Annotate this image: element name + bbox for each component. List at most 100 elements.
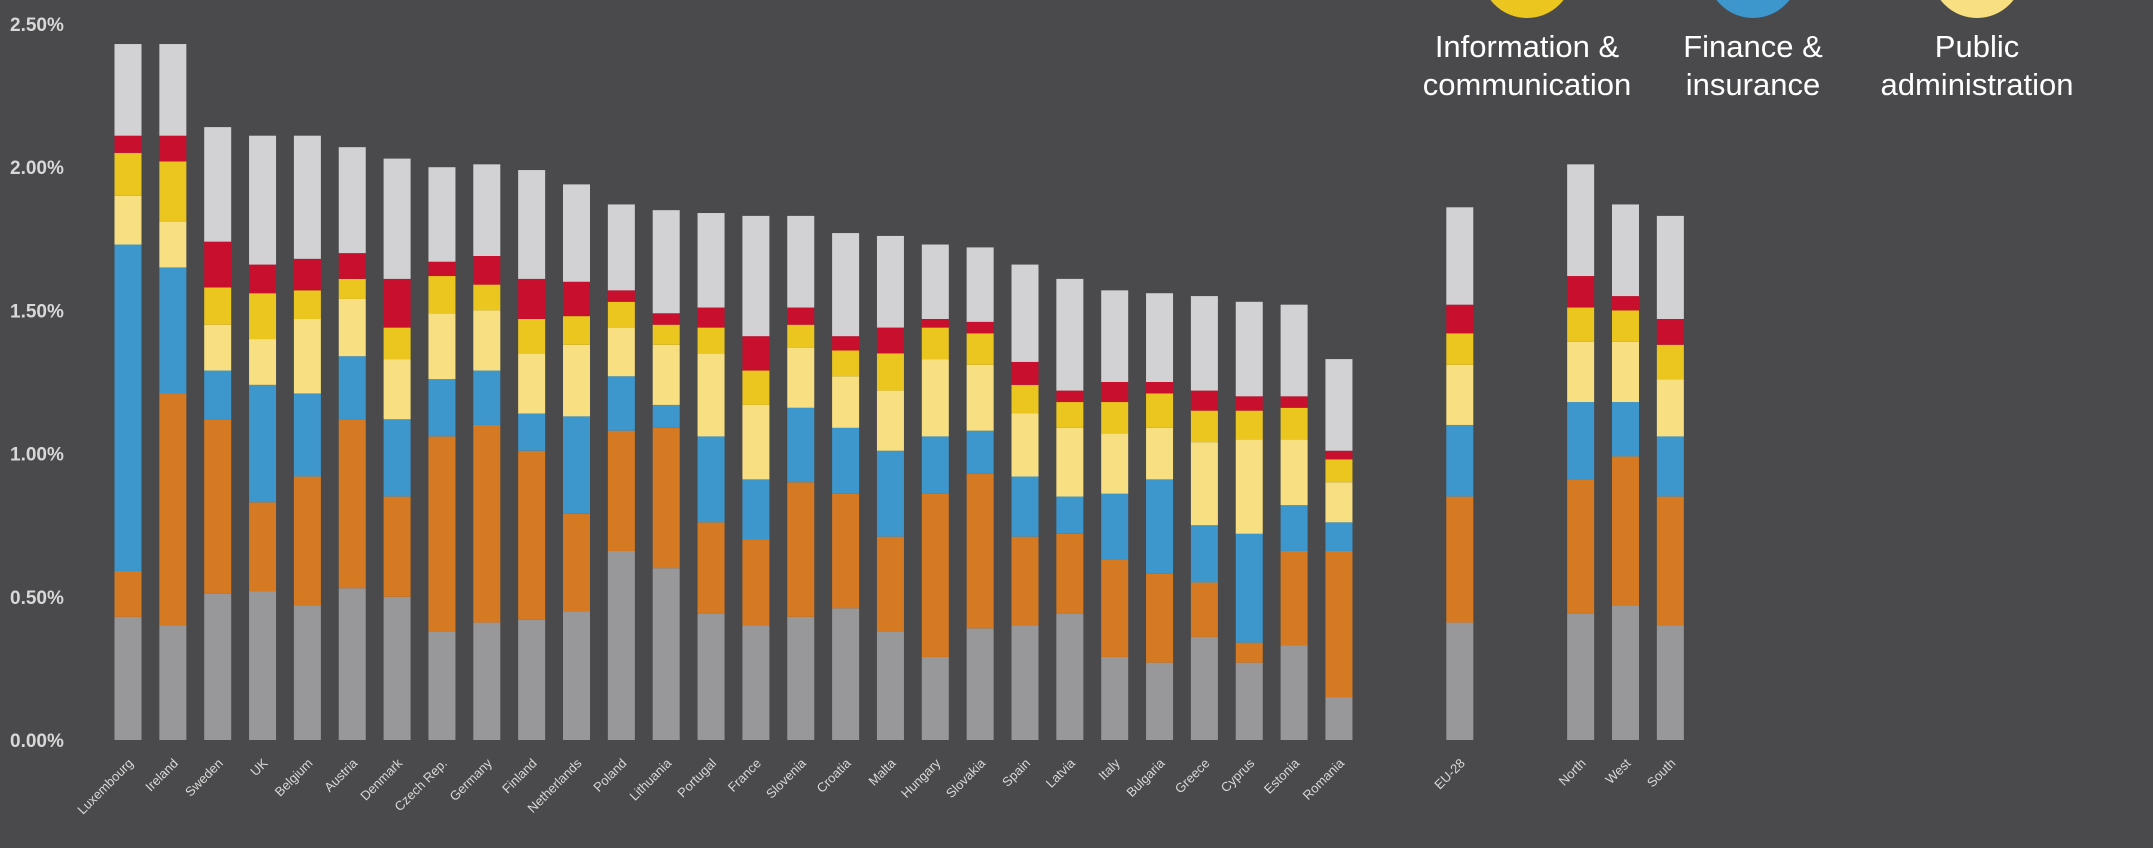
bar-segment	[652, 404, 680, 428]
bar-segment	[383, 496, 411, 597]
bar-segment	[338, 278, 366, 299]
x-tick-label: Belgium	[272, 756, 316, 800]
x-tick-label: UK	[247, 755, 271, 779]
bar-segment	[832, 376, 860, 428]
bar-stack-slovakia	[966, 247, 994, 740]
bar-segment	[204, 241, 232, 288]
bar-stack-greece	[1190, 296, 1218, 740]
bar-segment	[1567, 402, 1595, 480]
bar-segment	[1146, 662, 1174, 740]
bar-stack-north	[1567, 164, 1595, 740]
bar-stack-south	[1656, 215, 1684, 740]
bar-segment	[204, 287, 232, 325]
bar-segment	[876, 390, 904, 451]
bar-segment	[966, 364, 994, 431]
bar-segment	[1280, 439, 1308, 506]
bar-segment	[1612, 341, 1639, 403]
bar-segment	[966, 430, 994, 474]
x-tick-label: North	[1556, 756, 1589, 789]
bar-segment	[1101, 433, 1129, 494]
bar-segment	[1101, 656, 1129, 740]
bar-segment	[1235, 439, 1263, 534]
bar-segment	[518, 619, 546, 740]
bar-segment	[204, 127, 232, 242]
bar-segment	[697, 213, 725, 308]
bar-segment	[204, 419, 232, 594]
bar-segment	[607, 430, 635, 551]
bar-segment	[1146, 293, 1174, 382]
bar-stack-denmark	[383, 158, 411, 740]
bar-segment	[563, 281, 590, 317]
bar-segment	[1446, 364, 1474, 425]
bar-segment	[338, 419, 366, 589]
y-tick-label: 1.00%	[10, 445, 64, 466]
bar-segment	[1280, 645, 1308, 740]
bar-segment	[1446, 207, 1474, 305]
bar-segment	[1446, 424, 1474, 497]
bar-segment	[249, 384, 277, 503]
y-tick-label: 0.50%	[10, 588, 64, 609]
bar-segment	[114, 244, 142, 572]
bar-segment	[518, 413, 546, 451]
bar-segment	[1567, 479, 1595, 614]
bar-segment	[652, 313, 680, 325]
bar-stack-estonia	[1280, 304, 1308, 740]
bar-segment	[1235, 410, 1263, 440]
bar-segment	[383, 359, 411, 420]
bar-segment	[338, 298, 366, 357]
y-tick-label: 1.50%	[10, 301, 64, 322]
bar-segment	[876, 631, 904, 740]
bar-segment	[966, 321, 994, 334]
bar-segment	[1235, 662, 1263, 740]
bar-segment	[114, 152, 142, 196]
bar-segment	[876, 353, 904, 391]
bar-segment	[383, 419, 411, 497]
bar-segment	[1612, 310, 1639, 342]
bar-segment	[293, 290, 321, 319]
x-tick-label: France	[725, 756, 764, 795]
bar-segment	[787, 407, 815, 483]
x-tick-label: West	[1602, 755, 1634, 787]
bar-segment	[1056, 496, 1084, 534]
bar-segment	[966, 628, 994, 740]
bar-segment	[1146, 573, 1174, 663]
bar-segment	[1567, 341, 1595, 403]
x-tick-label: Malta	[865, 755, 899, 789]
bar-segment	[921, 318, 949, 328]
bar-segment	[787, 324, 815, 348]
bar-segment	[1190, 296, 1218, 391]
x-tick-label: Greece	[1172, 756, 1213, 797]
bar-segment	[1056, 402, 1084, 428]
bar-segment	[1190, 525, 1218, 583]
bar-segment	[159, 221, 187, 268]
bar-stack-slovenia	[787, 215, 815, 740]
y-axis: 0.00% 0.50% 1.00% 1.50% 2.00% 2.50%	[10, 15, 64, 752]
bar-segment	[1101, 290, 1129, 382]
x-tick-label: Germany	[447, 755, 496, 804]
bar-segment	[1325, 459, 1353, 483]
bar-segment	[742, 479, 770, 540]
x-tick-label: Hungary	[898, 755, 944, 801]
bar-segment	[1146, 479, 1174, 574]
legend-swatch	[1716, 0, 1790, 18]
bar-segment	[159, 161, 187, 222]
bar-segment	[921, 244, 949, 319]
bar-segment	[697, 522, 725, 614]
bar-segment	[563, 316, 590, 345]
x-tick-label: Luxembourg	[74, 756, 136, 818]
bar-segment	[249, 135, 277, 265]
bar-segment	[249, 502, 277, 592]
bar-segment	[876, 235, 904, 328]
bar-segment	[1280, 304, 1308, 397]
bar-segment	[742, 539, 770, 626]
bar-segment	[832, 336, 860, 351]
bar-segment	[607, 290, 635, 302]
x-tick-label: Poland	[590, 756, 629, 795]
bar-segment	[1101, 493, 1129, 560]
bar-segment	[921, 436, 949, 494]
bar-segment	[249, 293, 277, 340]
bar-stack-spain	[1011, 264, 1039, 740]
bar-segment	[1190, 636, 1218, 740]
